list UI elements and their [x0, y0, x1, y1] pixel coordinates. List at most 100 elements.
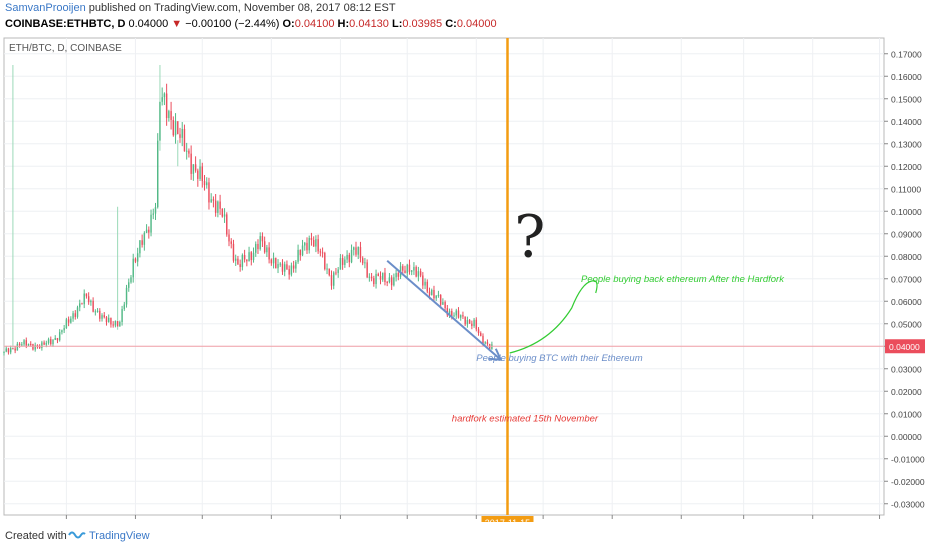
candle	[395, 269, 397, 282]
candle	[199, 159, 201, 181]
candle-body	[292, 265, 295, 269]
y-tick-label: 0.15000	[891, 94, 922, 104]
candle	[304, 241, 306, 251]
price-chart[interactable]: 0.17000 0.16000 0.15000 0.14000 0.13000 0.120…	[0, 36, 932, 522]
candle	[355, 241, 357, 257]
candle	[346, 250, 348, 264]
candle	[388, 272, 391, 284]
candle	[181, 122, 183, 147]
candle	[283, 261, 286, 277]
candle-body	[353, 247, 355, 250]
candle	[23, 339, 25, 347]
candle-body	[132, 258, 134, 278]
candle	[259, 232, 261, 251]
candle	[361, 256, 364, 266]
candle-body	[25, 340, 28, 346]
candle-body	[308, 238, 310, 251]
candle	[54, 335, 56, 341]
candle	[174, 113, 177, 144]
candle	[159, 65, 161, 151]
candle-body	[359, 247, 362, 259]
candle-body	[295, 261, 297, 269]
y-tick-label: 0.08000	[891, 252, 922, 262]
candle	[442, 298, 444, 305]
candle-body	[482, 335, 484, 344]
open-label: O:	[282, 18, 295, 30]
candle-body	[94, 311, 97, 313]
y-tick-label: -0.03000	[891, 499, 925, 509]
candle	[435, 295, 437, 302]
price-axis: 0.17000 0.16000 0.15000 0.14000 0.13000 0.120…	[884, 49, 925, 509]
candle	[359, 241, 362, 263]
candles	[3, 65, 493, 356]
candle-body	[168, 111, 170, 119]
candle-body	[466, 320, 469, 325]
candle	[433, 285, 435, 303]
candle-body	[341, 258, 344, 265]
marker-date-box	[481, 516, 534, 522]
candle	[116, 206, 119, 330]
candle	[319, 248, 322, 257]
author-link[interactable]: SamvanProoijen	[5, 2, 86, 14]
candle-body	[366, 262, 368, 278]
candle-body	[103, 315, 105, 318]
candle-body	[54, 338, 56, 340]
tradingview-brand[interactable]: TradingView	[89, 530, 150, 542]
candle-body	[319, 251, 322, 253]
candle-body	[85, 293, 88, 297]
candle-body	[156, 140, 159, 208]
candle	[18, 342, 21, 348]
candle-body	[457, 310, 460, 318]
candle	[415, 265, 417, 278]
candle-body	[252, 252, 255, 261]
candle	[101, 313, 103, 322]
candle-body	[455, 310, 457, 316]
candle	[219, 194, 221, 215]
candle	[446, 305, 449, 318]
candle-body	[41, 342, 43, 348]
candle	[406, 263, 408, 278]
y-tick-label: 0.03000	[891, 364, 922, 374]
candle-body	[121, 309, 123, 323]
candle-body	[446, 308, 449, 316]
candle-body	[263, 241, 266, 253]
candle	[431, 288, 433, 296]
candle-body	[128, 282, 130, 288]
recovery-curve	[509, 280, 598, 354]
candle	[419, 268, 422, 278]
y-tick-label: -0.02000	[891, 477, 925, 487]
created-with-text: Created with	[5, 530, 67, 542]
candle-body	[90, 300, 92, 303]
price-change: −0.00100 (−2.44%)	[185, 18, 280, 30]
candle-body	[377, 273, 380, 277]
symbol-line: COINBASE:ETHBTC, D 0.04000 ▼ −0.00100 (−…	[5, 18, 497, 30]
candle	[145, 224, 148, 234]
candle	[70, 316, 72, 324]
candle	[119, 320, 121, 327]
candle	[321, 247, 324, 258]
candle-body	[96, 310, 99, 312]
candle	[139, 240, 141, 258]
candle-body	[384, 272, 386, 282]
candle	[141, 234, 143, 248]
candle-body	[266, 247, 268, 253]
drawings: 0.04000 2017-11-15? People buying back eth…	[4, 38, 925, 522]
high-label: H:	[337, 18, 350, 30]
candle-body	[344, 259, 346, 265]
candle	[223, 208, 226, 223]
x-tick-label: Apr	[806, 521, 820, 522]
candle	[114, 320, 117, 328]
candle-body	[255, 243, 257, 253]
candle-body	[74, 313, 77, 317]
candle-body	[232, 243, 235, 261]
candle-body	[206, 182, 208, 186]
candle	[63, 324, 65, 334]
candle-body	[58, 332, 61, 341]
candle	[370, 273, 373, 282]
candle	[107, 314, 110, 323]
candle	[239, 259, 241, 272]
candle	[368, 273, 371, 282]
candle	[297, 244, 299, 264]
candle-body	[299, 249, 302, 256]
candle-body	[16, 343, 19, 351]
